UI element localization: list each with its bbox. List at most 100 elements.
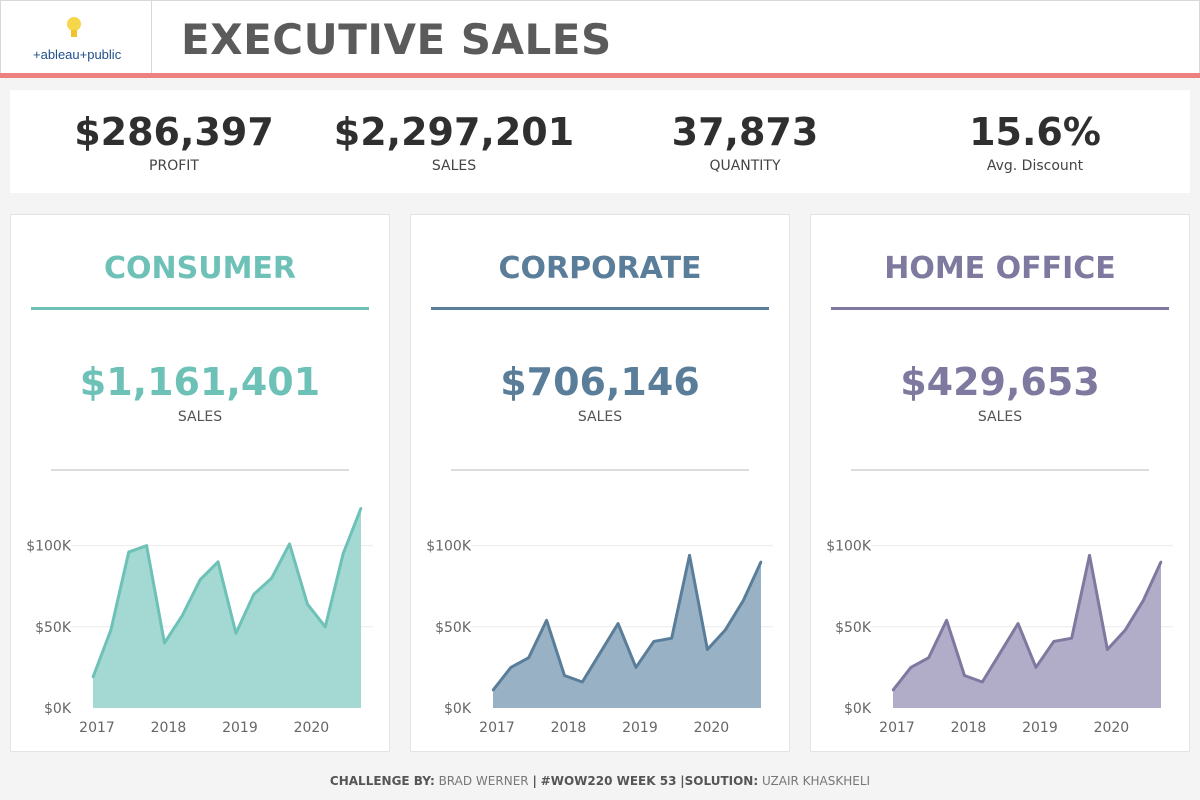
area-fill — [893, 555, 1161, 708]
kpi-sales-value: $2,297,201 — [333, 110, 575, 154]
y-tick-label: $100K — [826, 539, 872, 555]
y-tick-label: $50K — [835, 620, 872, 636]
segment-sales-value: $706,146 — [500, 360, 700, 404]
data-point — [945, 619, 948, 622]
kpi-profit-value: $286,397 — [74, 110, 274, 154]
page-title: EXECUTIVE SALES — [181, 15, 612, 64]
data-point — [1141, 599, 1145, 603]
data-point — [599, 651, 602, 654]
data-point — [1088, 554, 1091, 557]
kpi-quantity-label: QUANTITY — [709, 158, 781, 174]
segment-title: CORPORATE — [498, 251, 702, 286]
x-tick-label: 2018 — [551, 720, 587, 736]
data-point — [1070, 636, 1073, 640]
data-point — [545, 619, 548, 622]
sales-area-chart-home-office[interactable]: $0K $50K $100K 2017 2018 2019 2020 — [811, 505, 1189, 745]
sales-area-chart-corporate[interactable]: $0K $50K $100K 2017 2018 2019 2020 — [411, 505, 789, 745]
kpi-profit-label: PROFIT — [149, 158, 199, 174]
x-tick-label: 2020 — [1094, 720, 1130, 736]
header-accent-line — [0, 73, 1200, 78]
data-point — [1106, 648, 1109, 651]
data-point — [688, 554, 691, 557]
data-point — [199, 578, 202, 581]
data-point — [341, 552, 345, 555]
footer-solution-by: UZAIR KHASKHELI — [761, 774, 871, 788]
segment-sales-value: $1,161,401 — [79, 360, 321, 404]
x-tick-label: 2017 — [79, 720, 115, 736]
y-tick-label: $0K — [44, 701, 72, 717]
x-tick-label: 2019 — [622, 720, 658, 736]
series-line — [91, 507, 363, 678]
series-line — [891, 553, 1163, 692]
data-point — [759, 560, 763, 564]
series-line — [491, 553, 763, 692]
kpi-quantity: 37,873 QUANTITY — [635, 110, 855, 176]
data-point — [270, 576, 273, 580]
segment-panel-corporate: CORPORATE $706,146 SALES $0K $50K $100K 201… — [410, 214, 790, 752]
x-tick-label: 2020 — [694, 720, 730, 736]
data-point — [616, 622, 620, 625]
x-tick-label: 2018 — [151, 720, 187, 736]
data-point — [670, 636, 673, 640]
y-tick-label: $50K — [435, 620, 472, 636]
footer-credits: CHALLENGE BY: BRAD WERNER | #WOW220 WEEK… — [329, 774, 871, 788]
y-tick-label: $100K — [26, 539, 72, 555]
segment-sales-label: SALES — [177, 409, 223, 425]
sales-area-chart-consumer[interactable]: $0K $50K $100K 2017 2018 2019 2020 — [11, 505, 389, 745]
kpi-quantity-value: 37,873 — [671, 110, 819, 154]
data-point — [145, 544, 148, 547]
segment-divider — [451, 469, 749, 471]
segment-panel-consumer: CONSUMER $1,161,401 SALES $0K $50K $100K 20… — [10, 214, 390, 752]
area-fill — [93, 508, 361, 708]
data-point — [163, 641, 166, 645]
data-point — [1124, 628, 1127, 632]
segment-title: HOME OFFICE — [884, 251, 1116, 286]
kpi-discount-label: Avg. Discount — [986, 158, 1084, 174]
data-point — [909, 666, 913, 669]
data-point — [127, 550, 130, 554]
data-point — [91, 675, 95, 679]
x-tick-label: 2019 — [1022, 720, 1058, 736]
footer-challenge-label: CHALLENGE BY: — [329, 774, 435, 788]
segment-title: CONSUMER — [103, 251, 297, 286]
x-tick-label: 2019 — [222, 720, 258, 736]
y-tick-label: $50K — [35, 620, 72, 636]
data-point — [1159, 560, 1163, 564]
data-point — [527, 656, 530, 659]
segment-rule — [31, 307, 369, 310]
segment-sales-value: $429,653 — [900, 360, 1100, 404]
data-point — [109, 628, 113, 632]
y-tick-label: $0K — [844, 701, 872, 717]
segment-panel-home-office: HOME OFFICE $429,653 SALES $0K $50K $100K 2… — [810, 214, 1190, 752]
tableau-public-logo[interactable]: +ableau+public — [11, 11, 141, 65]
data-point — [1016, 622, 1020, 625]
footer-challenge-by: BRAD WERNER — [438, 774, 529, 788]
footer-solution-label: SOLUTION: — [684, 774, 759, 788]
data-point — [706, 648, 709, 651]
kpi-sales-label: SALES — [431, 158, 477, 174]
data-point — [1034, 666, 1038, 669]
data-point — [741, 599, 745, 603]
data-point — [306, 602, 309, 606]
kpi-band: $286,397 PROFIT $2,297,201 SALES 37,873 … — [10, 90, 1190, 193]
kpi-discount-value: 15.6% — [969, 110, 1101, 154]
data-point — [634, 666, 638, 669]
kpi-sales: $2,297,201 SALES — [324, 110, 584, 176]
data-point — [216, 560, 220, 564]
x-tick-label: 2017 — [879, 720, 915, 736]
y-tick-label: $0K — [444, 701, 472, 717]
segment-sales-label: SALES — [577, 409, 623, 425]
data-point — [581, 680, 584, 684]
y-tick-label: $100K — [426, 539, 472, 555]
data-point — [999, 651, 1002, 654]
data-point — [981, 680, 984, 684]
data-point — [963, 674, 966, 677]
x-tick-label: 2017 — [479, 720, 515, 736]
data-point — [324, 625, 327, 628]
data-point — [509, 666, 513, 669]
segment-sales-label: SALES — [977, 409, 1023, 425]
data-point — [359, 507, 363, 510]
segment-divider — [851, 469, 1149, 471]
logo-text: +ableau+public — [33, 47, 122, 62]
data-point — [724, 628, 727, 632]
